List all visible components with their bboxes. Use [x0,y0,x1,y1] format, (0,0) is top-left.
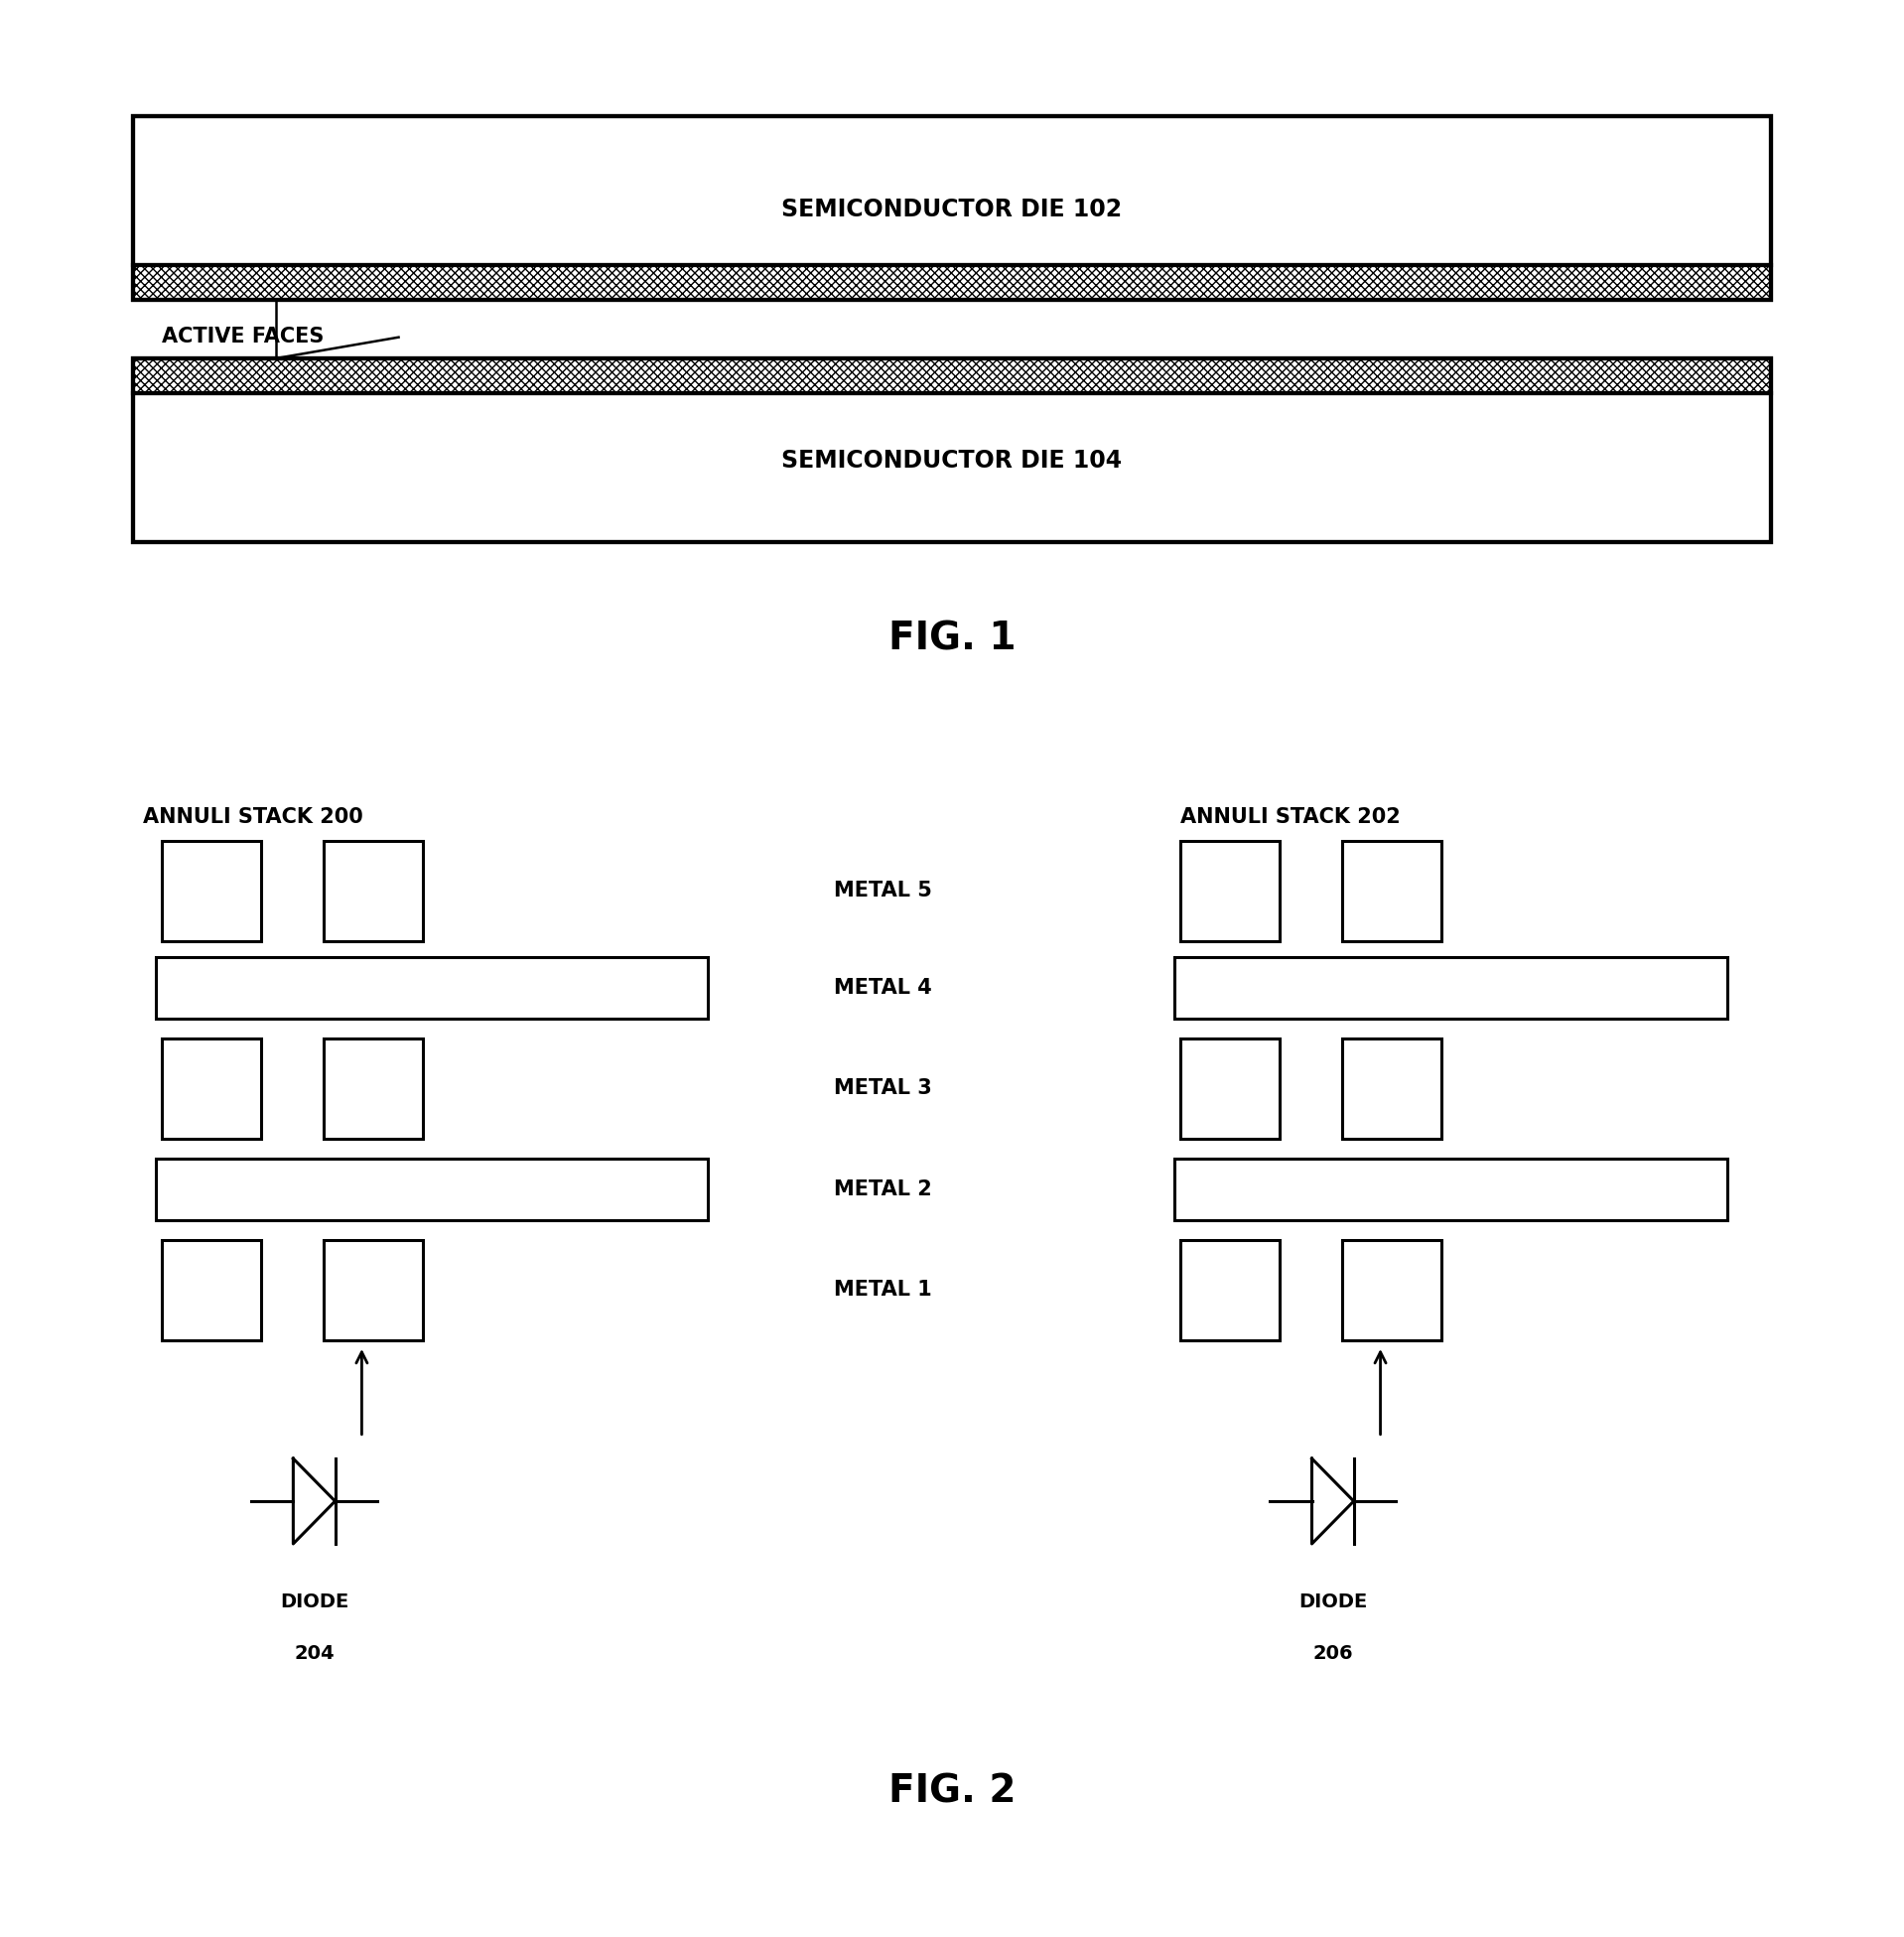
Text: 206: 206 [1312,1645,1354,1664]
Text: ANNULI STACK 202: ANNULI STACK 202 [1180,808,1401,827]
Text: FIG. 2: FIG. 2 [889,1772,1015,1811]
Text: FIG. 1: FIG. 1 [889,620,1015,659]
Text: DIODE: DIODE [1299,1592,1367,1612]
Bar [1175,1158,1727,1220]
Text: METAL 3: METAL 3 [834,1079,931,1098]
Bar [156,957,708,1019]
Text: 204: 204 [293,1645,335,1664]
Text: DIODE: DIODE [280,1592,348,1612]
Text: SEMICONDUCTOR DIE 102: SEMICONDUCTOR DIE 102 [783,198,1121,221]
Text: ANNULI STACK 200: ANNULI STACK 200 [143,808,364,827]
Bar [156,1158,708,1220]
Text: METAL 4: METAL 4 [834,978,931,998]
Bar [1342,841,1441,941]
Bar [324,1038,423,1139]
Bar [162,841,261,941]
Bar [133,393,1771,542]
Bar [133,358,1771,542]
Bar [1342,1240,1441,1340]
Bar [324,841,423,941]
Text: SEMICONDUCTOR DIE 104: SEMICONDUCTOR DIE 104 [783,449,1121,473]
Bar [162,1240,261,1340]
Bar [1175,957,1727,1019]
Bar [133,265,1771,300]
Text: METAL 2: METAL 2 [834,1180,931,1199]
Bar [133,358,1771,393]
Bar [1180,841,1279,941]
Bar [1180,1038,1279,1139]
Bar [1180,1240,1279,1340]
Bar [324,1240,423,1340]
Text: METAL 1: METAL 1 [834,1280,931,1300]
Bar [1342,1038,1441,1139]
Bar [133,116,1771,300]
Text: METAL 5: METAL 5 [834,881,933,901]
Text: ACTIVE FACES: ACTIVE FACES [162,327,324,347]
Bar [133,116,1771,265]
Bar [162,1038,261,1139]
